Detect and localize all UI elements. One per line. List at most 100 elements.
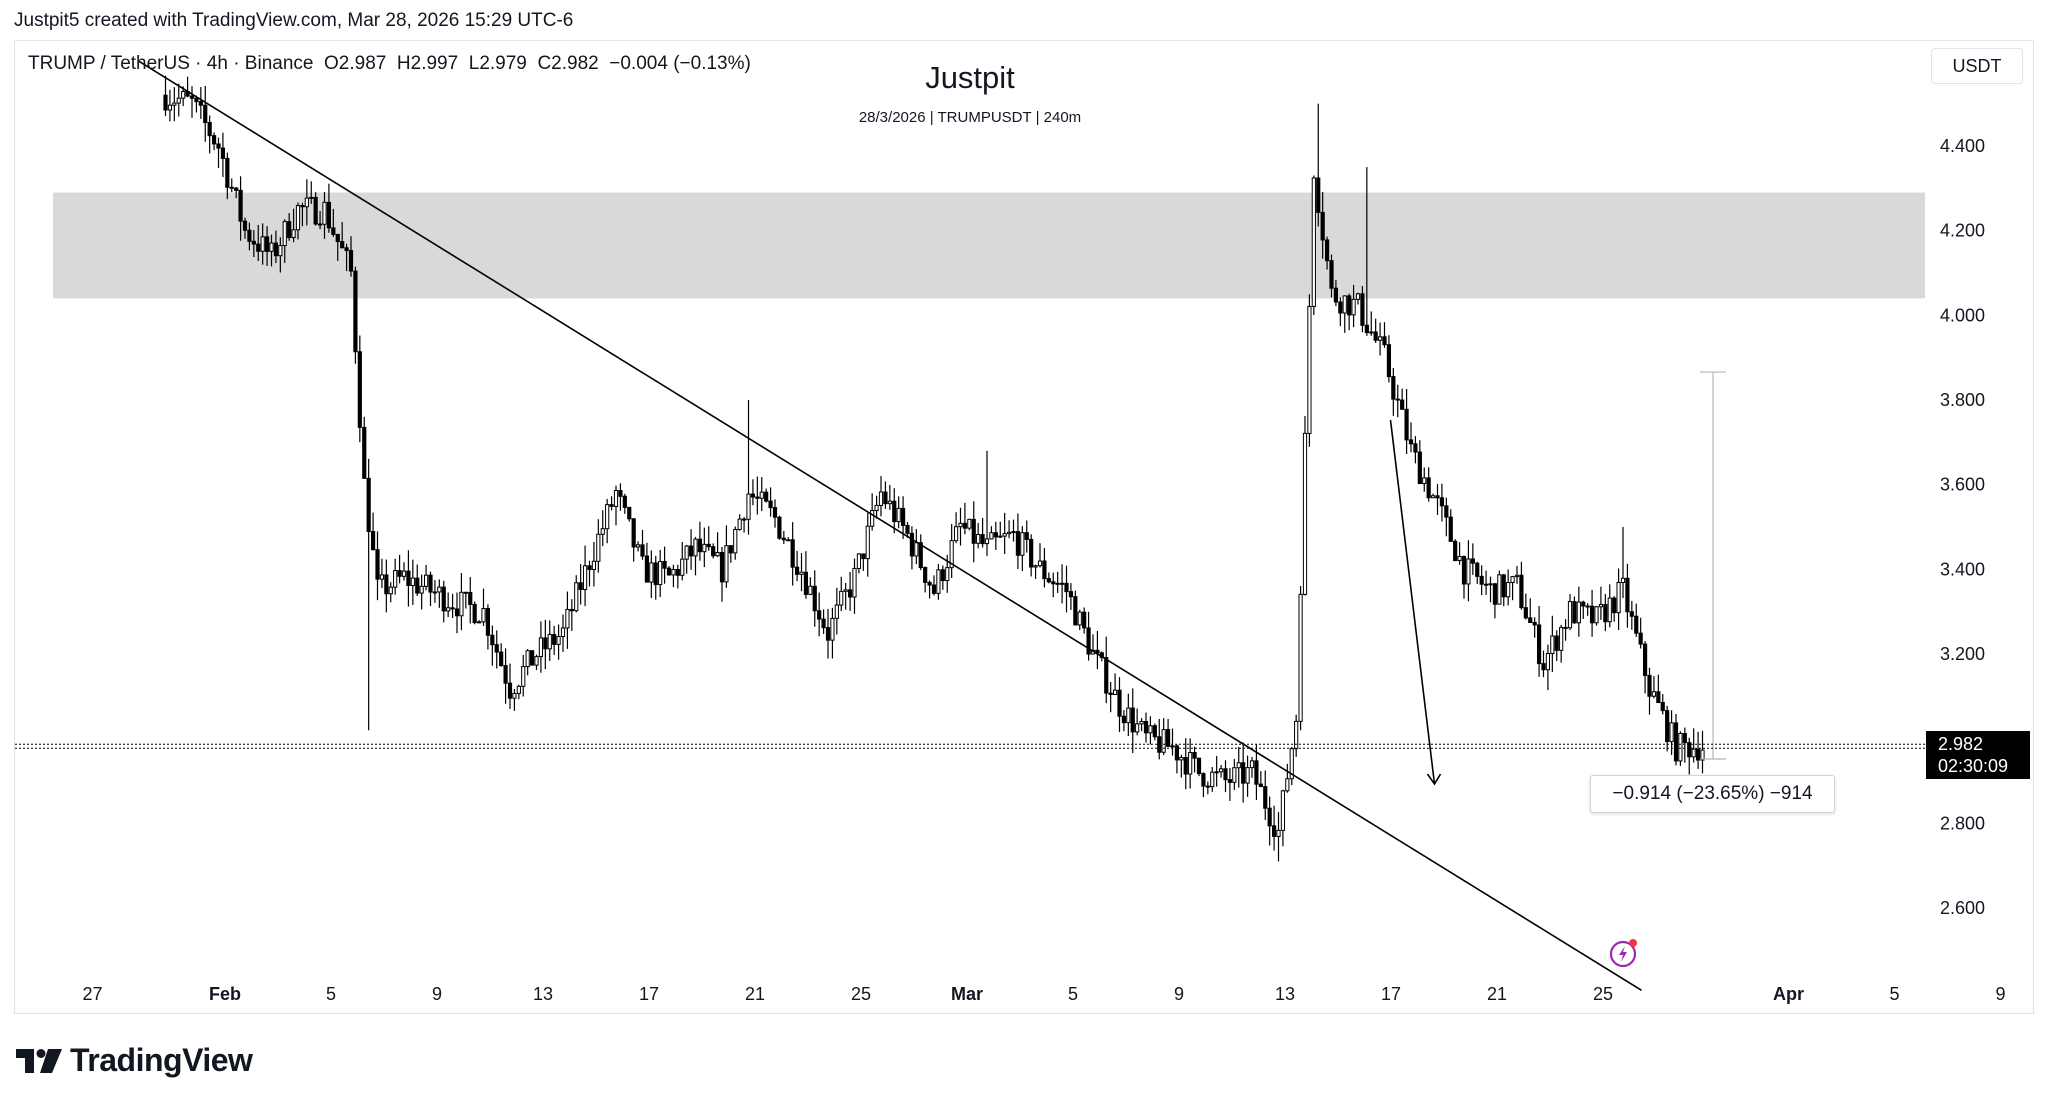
candle xyxy=(260,223,265,265)
candle-body xyxy=(1170,745,1175,748)
candle xyxy=(1572,596,1577,624)
candle xyxy=(1143,712,1149,743)
candle-body xyxy=(468,591,473,605)
candle-body xyxy=(578,582,583,591)
candle xyxy=(229,178,234,193)
candle xyxy=(547,620,552,661)
candle-body xyxy=(989,532,994,540)
candle-body xyxy=(741,518,747,521)
candle xyxy=(1629,600,1634,630)
candle xyxy=(1139,718,1144,732)
candle xyxy=(1077,609,1082,630)
candle xyxy=(507,663,513,709)
candle xyxy=(1488,576,1493,603)
candle xyxy=(1395,384,1400,418)
candle xyxy=(560,614,566,652)
x-axis-tick-label: 9 xyxy=(432,984,442,1004)
candle-body xyxy=(905,524,910,534)
candle xyxy=(1333,279,1339,307)
candle-body xyxy=(711,546,716,557)
candle xyxy=(688,529,694,570)
candle-body xyxy=(976,533,981,544)
candle xyxy=(282,219,287,263)
candle xyxy=(1400,388,1405,410)
candle-body xyxy=(574,582,579,612)
candle-body xyxy=(847,589,853,598)
candle-body xyxy=(1320,211,1325,241)
bar-countdown: 02:30:09 xyxy=(1938,756,2009,776)
candle xyxy=(423,564,429,591)
candle xyxy=(865,512,870,577)
candle xyxy=(1364,167,1369,336)
candle xyxy=(1121,710,1127,732)
watermark-title: Justpit xyxy=(925,60,1015,95)
candle xyxy=(401,562,407,581)
currency-button[interactable]: USDT xyxy=(1931,48,2023,84)
candle-body xyxy=(1572,601,1577,624)
candle-body xyxy=(737,518,742,530)
candle xyxy=(609,496,614,511)
candle xyxy=(406,550,411,607)
candle xyxy=(176,83,181,117)
resistance-zone xyxy=(53,192,1925,299)
candle xyxy=(644,542,650,583)
candle xyxy=(706,526,711,551)
candle-body xyxy=(1077,611,1082,626)
candle-body xyxy=(1298,593,1303,722)
candle-body xyxy=(662,560,667,569)
candle xyxy=(172,87,177,122)
candle xyxy=(1589,589,1595,637)
candle-body xyxy=(945,567,950,582)
candle-body xyxy=(1523,607,1528,619)
candle xyxy=(446,592,451,618)
candle xyxy=(1550,615,1555,673)
candle xyxy=(362,416,367,480)
candle xyxy=(976,522,981,549)
candle-body xyxy=(503,665,508,684)
candle-body xyxy=(419,585,424,594)
candle xyxy=(1448,509,1453,542)
brand-name: TradingView xyxy=(70,1042,253,1078)
candle-body xyxy=(728,545,733,554)
candle-body xyxy=(1453,540,1458,562)
tradingview-logo[interactable]: TradingView xyxy=(16,1042,253,1079)
y-axis-tick-label: 3.600 xyxy=(1940,475,1985,495)
candle-body xyxy=(1682,732,1687,744)
candle-body xyxy=(1567,601,1573,629)
candle xyxy=(1638,617,1643,649)
candle xyxy=(419,574,424,610)
candle-body xyxy=(1444,505,1449,518)
candle-body xyxy=(1377,336,1383,341)
candle xyxy=(825,608,831,659)
candle xyxy=(900,496,906,539)
projection-arrowhead xyxy=(1426,773,1442,786)
candle xyxy=(1002,512,1007,555)
candle xyxy=(843,582,848,610)
candle-body xyxy=(706,543,711,548)
candle-body xyxy=(379,574,385,580)
candle xyxy=(914,529,919,565)
candle-body xyxy=(322,201,327,225)
candle-body xyxy=(348,250,354,272)
candle-body xyxy=(247,229,252,242)
candle xyxy=(1470,543,1475,575)
lightning-alert-icon[interactable] xyxy=(1609,938,1639,968)
candle-body xyxy=(786,539,791,542)
candle xyxy=(264,226,270,266)
candle-body xyxy=(1404,408,1409,441)
candle-body xyxy=(313,196,318,225)
candle xyxy=(534,654,539,671)
candle-body xyxy=(282,221,287,247)
candle-body xyxy=(1369,331,1374,334)
candle-body xyxy=(671,569,676,576)
candle xyxy=(755,476,760,515)
symbol-label[interactable]: TRUMP / TetherUS · 4h · Binance xyxy=(28,53,314,74)
candle-body xyxy=(1311,177,1316,307)
candle-body xyxy=(680,558,685,576)
candle-body xyxy=(1461,555,1467,585)
x-axis-tick-label: Feb xyxy=(209,984,241,1004)
candle xyxy=(605,498,610,544)
candle xyxy=(1174,744,1180,774)
candle-body xyxy=(1011,531,1016,534)
